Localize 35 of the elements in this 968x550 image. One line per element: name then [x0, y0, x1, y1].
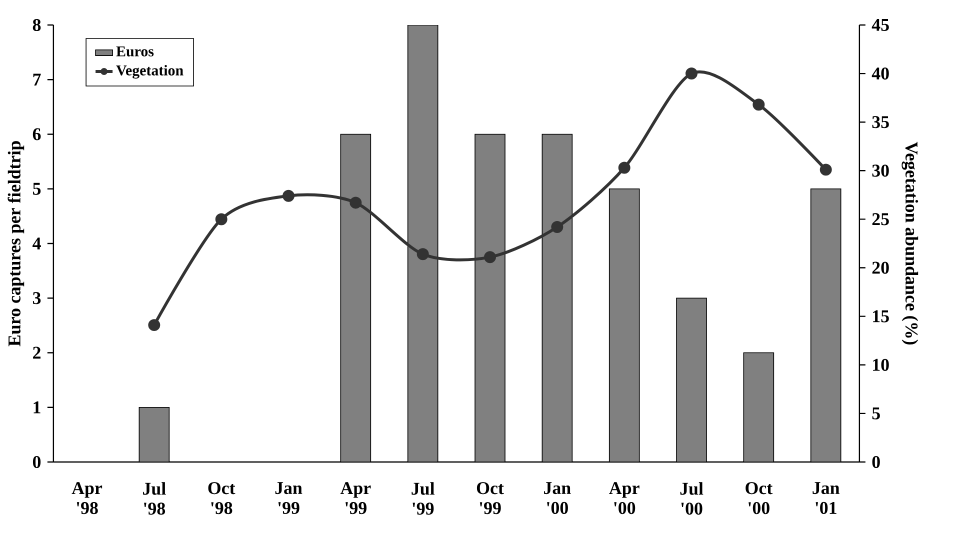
y2-tick-label: 25 [872, 213, 889, 226]
legend-label: Vegetation [116, 64, 184, 79]
x-tick-label: Oct '99 [476, 482, 504, 514]
x-tick-label: Jan '99 [275, 482, 302, 514]
y2-axis-title: Vegetation abundance (%) [902, 142, 918, 344]
x-tick-label: Jul '98 [143, 482, 166, 515]
y2-tick-label: 5 [872, 407, 880, 420]
y-tick-label: 4 [32, 238, 41, 250]
y2-tick-label: 40 [872, 67, 889, 80]
y-tick-label: 3 [32, 292, 41, 304]
y-axis-title: Euro captures per fieldtrip [8, 141, 24, 346]
y2-tick-label: 35 [872, 116, 889, 128]
x-tick-label: Jan '01 [812, 482, 840, 514]
y-tick-label: 6 [32, 128, 41, 140]
y-tick-label: 8 [32, 18, 41, 32]
legend-label: Euros [116, 46, 154, 56]
y2-tick-label: 10 [873, 358, 889, 371]
y2-tick-label: 0 [872, 456, 880, 468]
y2-tick-label: 20 [872, 262, 889, 274]
y-tick-label: 2 [33, 346, 40, 359]
x-tick-label: Jan '00 [544, 482, 571, 514]
x-tick-label: Jul '00 [680, 482, 704, 515]
y2-tick-label: 15 [873, 310, 889, 322]
y-tick-label: 1 [34, 401, 40, 414]
x-tick-label: Oct '98 [208, 482, 236, 514]
x-tick-label: Apr '00 [609, 482, 640, 514]
y-tick-label: 5 [33, 182, 41, 195]
y-tick-label: 7 [33, 74, 41, 86]
y-tick-label: 0 [32, 456, 41, 468]
x-tick-label: Jul '99 [412, 482, 434, 515]
x-tick-label: Apr '99 [340, 482, 371, 514]
x-tick-label: Oct '00 [746, 482, 773, 514]
x-tick-label: Apr '98 [72, 482, 102, 514]
y2-tick-label: 45 [872, 18, 889, 31]
y2-tick-label: 30 [872, 164, 889, 177]
